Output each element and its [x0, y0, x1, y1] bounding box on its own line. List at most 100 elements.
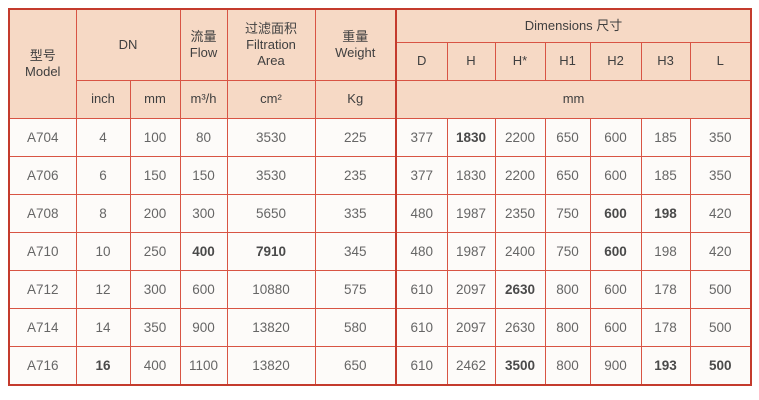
value-cell: 400 — [129, 346, 181, 386]
value-cell: 3500 — [494, 346, 546, 386]
table-body: A704 4 100 80 3530 225 377 1830 2200 650 600 185 350… — [8, 118, 752, 386]
value-cell: 198 — [640, 194, 691, 233]
value-cell: 500 — [689, 270, 752, 309]
value-cell: 178 — [640, 308, 691, 347]
header-dim-h3: H3 — [640, 42, 691, 81]
header-dn: DN — [75, 8, 181, 81]
unit-flow: m³/h — [179, 80, 228, 119]
value-cell: 575 — [314, 270, 397, 309]
value-cell: 500 — [689, 346, 752, 386]
value-cell: 610 — [395, 346, 448, 386]
value-cell: 2097 — [446, 270, 496, 309]
header-row-2: D H H* H1 H2 H3 L — [9, 42, 752, 81]
unit-mm: mm — [129, 80, 181, 119]
header-model: 型号 Model — [8, 8, 77, 119]
value-cell: 198 — [640, 232, 691, 271]
value-cell: 500 — [689, 308, 752, 347]
value-cell: 1987 — [446, 194, 496, 233]
value-cell: 377 — [395, 156, 448, 195]
value-cell: 1100 — [179, 346, 228, 386]
value-cell: 600 — [589, 194, 642, 233]
value-cell: 6 — [75, 156, 131, 195]
table-row: A706 6 150 150 3530 235 377 1830 2200 650 600 185 35… — [8, 156, 752, 195]
header-dim-hstar: H* — [494, 42, 546, 81]
value-cell: 300 — [179, 194, 228, 233]
value-cell: 193 — [640, 346, 691, 386]
value-cell: 350 — [689, 118, 752, 157]
value-cell: 2462 — [446, 346, 496, 386]
value-cell: 750 — [544, 194, 591, 233]
value-cell: 200 — [129, 194, 181, 233]
value-cell: 600 — [589, 270, 642, 309]
value-cell: 12 — [75, 270, 131, 309]
value-cell: 7910 — [226, 232, 316, 271]
value-cell: 80 — [179, 118, 228, 157]
header-dim-h1: H1 — [544, 42, 591, 81]
value-cell: 3530 — [226, 118, 316, 157]
header-row-units: inch mm m³/h cm² Kg mm — [9, 80, 752, 119]
value-cell: 8 — [75, 194, 131, 233]
header-row-1: 型号 Model DN 流量 Flow 过滤面积 Filtration Area… — [8, 8, 752, 119]
value-cell: 600 — [179, 270, 228, 309]
value-cell: 350 — [689, 156, 752, 195]
table-row: A708 8 200 300 5650 335 480 1987 2350 750 600 198 42… — [8, 194, 752, 233]
value-cell: 900 — [179, 308, 228, 347]
value-cell: 600 — [589, 308, 642, 347]
value-cell: 16 — [75, 346, 131, 386]
value-cell: 2097 — [446, 308, 496, 347]
header-dim-h: H — [446, 42, 496, 81]
value-cell: 2200 — [494, 156, 546, 195]
model-cell: A712 — [8, 270, 77, 309]
table-row: A704 4 100 80 3530 225 377 1830 2200 650 600 185 350 — [8, 118, 752, 157]
model-cell: A704 — [8, 118, 77, 157]
value-cell: 800 — [544, 270, 591, 309]
header-dim-l: L — [689, 42, 752, 81]
value-cell: 650 — [544, 156, 591, 195]
value-cell: 2630 — [494, 308, 546, 347]
header-filtration-area: 过滤面积 Filtration Area — [226, 8, 316, 81]
value-cell: 300 — [129, 270, 181, 309]
value-cell: 610 — [395, 270, 448, 309]
value-cell: 10 — [75, 232, 131, 271]
value-cell: 335 — [314, 194, 397, 233]
value-cell: 185 — [640, 118, 691, 157]
value-cell: 350 — [129, 308, 181, 347]
value-cell: 14 — [75, 308, 131, 347]
model-cell: A716 — [8, 346, 77, 386]
value-cell: 750 — [544, 232, 591, 271]
spec-table: 型号 Model DN 流量 Flow 过滤面积 Filtration Area… — [8, 8, 753, 386]
model-cell: A706 — [8, 156, 77, 195]
header-dim-d: D — [395, 42, 448, 81]
unit-dims: mm — [394, 80, 752, 119]
value-cell: 150 — [129, 156, 181, 195]
value-cell: 480 — [395, 232, 448, 271]
value-cell: 900 — [589, 346, 642, 386]
value-cell: 420 — [689, 194, 752, 233]
unit-weight: Kg — [314, 80, 397, 119]
value-cell: 345 — [314, 232, 397, 271]
unit-area: cm² — [226, 80, 316, 119]
model-cell: A710 — [8, 232, 77, 271]
value-cell: 580 — [314, 308, 397, 347]
table-row: A710 10 250 400 7910 345 480 1987 2400 750 600 198 4… — [8, 232, 752, 271]
value-cell: 1830 — [446, 156, 496, 195]
value-cell: 3530 — [226, 156, 316, 195]
unit-inch: inch — [75, 80, 131, 119]
value-cell: 600 — [589, 156, 642, 195]
value-cell: 185 — [640, 156, 691, 195]
table-row: A716 16 400 1100 13820 650 610 2462 3500 800 900 19… — [8, 346, 752, 386]
header-weight: 重量 Weight — [314, 8, 397, 81]
value-cell: 610 — [395, 308, 448, 347]
value-cell: 650 — [544, 118, 591, 157]
value-cell: 5650 — [226, 194, 316, 233]
value-cell: 235 — [314, 156, 397, 195]
model-cell: A714 — [8, 308, 77, 347]
table-row: A712 12 300 600 10880 575 610 2097 2630 800 600 178… — [8, 270, 752, 309]
value-cell: 1830 — [446, 118, 496, 157]
value-cell: 2200 — [494, 118, 546, 157]
value-cell: 377 — [395, 118, 448, 157]
header-dim-h2: H2 — [589, 42, 642, 81]
value-cell: 420 — [689, 232, 752, 271]
value-cell: 100 — [129, 118, 181, 157]
